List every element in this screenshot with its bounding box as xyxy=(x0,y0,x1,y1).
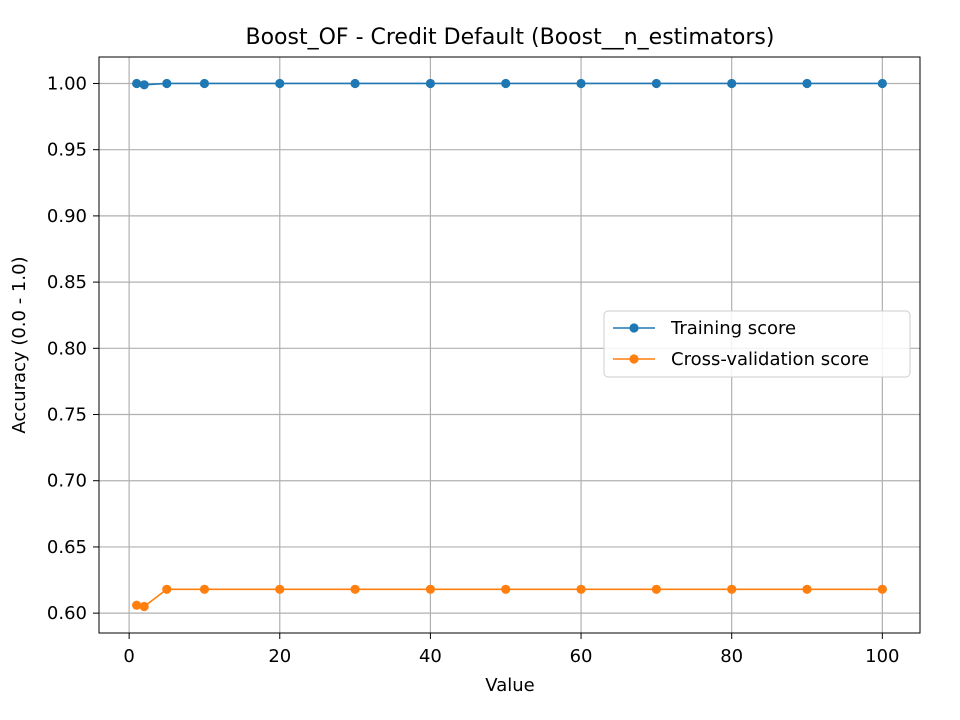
y-axis-label: Accuracy (0.0 - 1.0) xyxy=(9,256,30,433)
training-score-point xyxy=(727,78,737,89)
x-tick-label: 80 xyxy=(720,646,743,667)
training-score-point xyxy=(501,78,511,89)
cross-validation-score-point xyxy=(199,584,210,594)
cross-validation-score-point xyxy=(501,584,511,594)
x-tick-label: 100 xyxy=(865,646,899,667)
cross-validation-score-point xyxy=(425,584,436,594)
x-tick-label: 20 xyxy=(268,646,291,667)
y-tick-label: 0.80 xyxy=(47,338,87,359)
y-tick-label: 0.65 xyxy=(47,537,87,558)
y-axis-ticks: 0.60 0.65 0.70 0.75 0.80 0.85 0.90 0.95 1.00 xyxy=(47,73,99,624)
training-score-point xyxy=(651,78,661,89)
legend-box xyxy=(603,310,911,378)
y-tick-label: 0.70 xyxy=(47,471,87,492)
x-tick-label: 0 xyxy=(123,646,134,667)
training-score-point xyxy=(199,78,210,89)
plot-frame xyxy=(98,56,921,634)
plot-series xyxy=(132,78,887,612)
cross-validation-score-point xyxy=(350,584,360,594)
training-score-point xyxy=(139,80,149,90)
cross-validation-score-point xyxy=(651,584,661,594)
cross-validation-score-point xyxy=(877,584,887,594)
y-tick-label: 0.85 xyxy=(47,272,87,293)
cross-validation-score-point xyxy=(727,584,737,594)
training-score-point xyxy=(132,78,142,89)
y-tick-label: 1.00 xyxy=(47,73,87,94)
x-axis-ticks: 0 20 40 60 80 100 xyxy=(123,633,900,667)
training-score-point xyxy=(802,78,812,89)
chart-title: Boost_OF - Credit Default (Boost__n_esti… xyxy=(246,25,775,50)
cross-validation-score-point xyxy=(802,584,812,594)
training-score-point xyxy=(275,78,285,89)
legend-marker-training-score xyxy=(629,323,639,333)
x-tick-label: 40 xyxy=(419,646,442,667)
cross-validation-score-point xyxy=(576,584,586,594)
training-score-point xyxy=(576,78,586,89)
y-tick-label: 0.90 xyxy=(47,206,87,227)
y-tick-label: 0.60 xyxy=(47,603,87,624)
training-score-point xyxy=(425,78,436,89)
cross-validation-score-point xyxy=(275,584,285,594)
cross-validation-score-point xyxy=(162,584,172,594)
y-tick-label: 0.95 xyxy=(47,140,87,161)
training-score-point xyxy=(350,78,360,89)
legend: Training score Cross-validation score xyxy=(603,310,911,378)
training-score-point xyxy=(877,78,887,89)
x-tick-label: 60 xyxy=(570,646,593,667)
y-tick-label: 0.75 xyxy=(47,405,87,426)
x-axis-label: Value xyxy=(485,675,534,696)
legend-label-cross-validation-score: Cross-validation score xyxy=(671,349,869,370)
training-score-point xyxy=(162,78,172,89)
legend-label-training-score: Training score xyxy=(670,318,796,339)
cross-validation-score-point xyxy=(132,600,142,610)
legend-marker-cross-validation-score xyxy=(629,354,639,364)
cross-validation-score-point xyxy=(139,601,149,612)
